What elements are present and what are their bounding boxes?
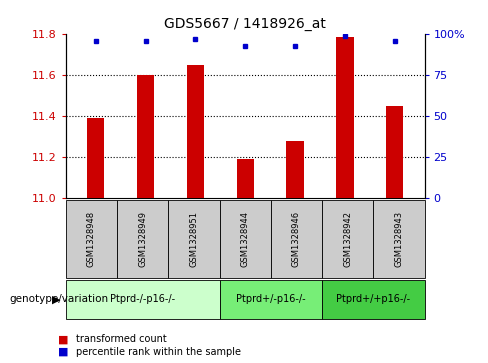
Text: GSM1328946: GSM1328946 [292,211,301,267]
Bar [336,37,354,198]
Text: Ptprd-/-p16-/-: Ptprd-/-p16-/- [110,294,175,305]
Text: GSM1328951: GSM1328951 [189,211,199,267]
Bar [137,76,154,198]
Text: percentile rank within the sample: percentile rank within the sample [76,347,241,357]
Text: GSM1328948: GSM1328948 [87,211,96,267]
Bar [386,106,404,198]
Text: ■: ■ [58,334,69,344]
Bar [87,118,104,198]
Text: ■: ■ [58,347,69,357]
Text: GSM1328944: GSM1328944 [241,211,250,267]
Text: ▶: ▶ [52,294,61,305]
Bar [187,65,204,198]
Text: Ptprd+/-p16-/-: Ptprd+/-p16-/- [236,294,305,305]
Text: transformed count: transformed count [76,334,166,344]
Text: GSM1328942: GSM1328942 [343,211,352,267]
Text: genotype/variation: genotype/variation [10,294,109,305]
Title: GDS5667 / 1418926_at: GDS5667 / 1418926_at [164,17,326,31]
Text: GSM1328949: GSM1328949 [138,211,147,267]
Text: Ptprd+/+p16-/-: Ptprd+/+p16-/- [336,294,410,305]
Bar [286,141,304,198]
Bar [237,159,254,198]
Text: GSM1328943: GSM1328943 [394,211,404,267]
